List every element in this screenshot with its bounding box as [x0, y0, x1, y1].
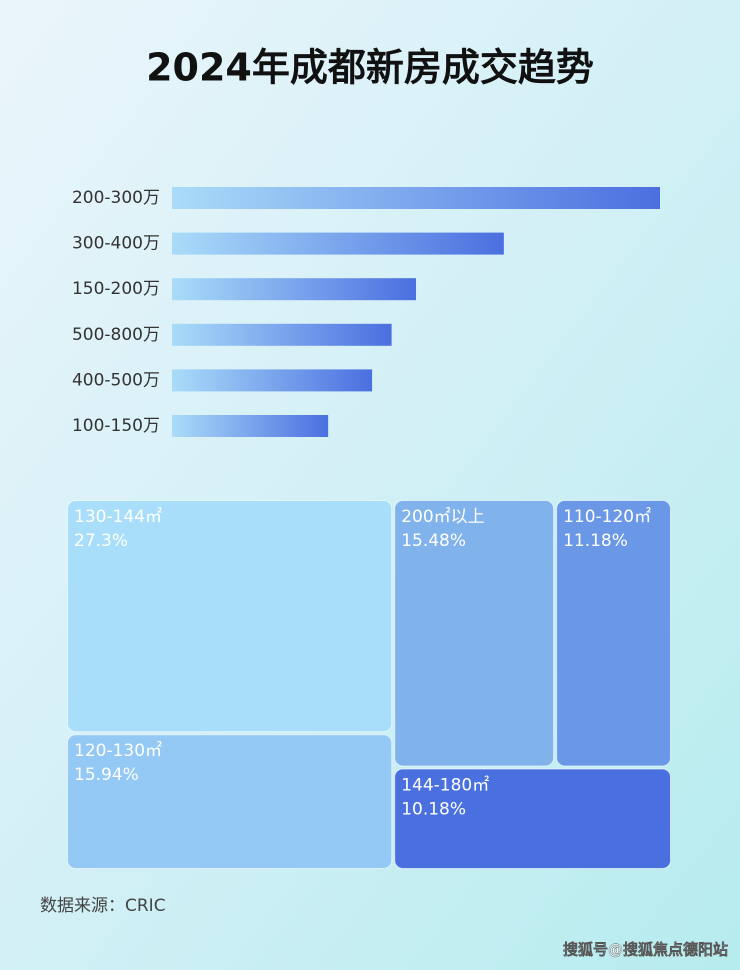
page-title: 2024年成都新房成交趋势 — [146, 46, 594, 90]
bar-label: 150-200万 — [72, 279, 160, 299]
cell-value: 15.94% — [74, 765, 139, 785]
cell-value: 11.18% — [563, 531, 628, 551]
bar — [172, 415, 329, 437]
cell-label: 130-144㎡ — [74, 507, 162, 527]
cell-label: 110-120㎡ — [563, 507, 651, 527]
bar-label: 100-150万 — [72, 416, 160, 436]
bar — [172, 232, 504, 255]
cell-value: 15.48% — [401, 531, 466, 551]
bar — [172, 323, 392, 346]
source: 数据来源：CRIC — [40, 896, 166, 916]
cell-value: 27.3% — [74, 531, 128, 551]
treemap-cell — [67, 500, 393, 733]
bar — [172, 187, 660, 209]
cell-label: 200㎡以上 — [401, 507, 484, 527]
treemap-cell — [394, 768, 671, 870]
treemap-cell — [556, 500, 672, 767]
bar — [172, 278, 416, 301]
bar-label: 200-300万 — [72, 188, 160, 208]
cell-value: 10.18% — [401, 799, 466, 819]
bar — [172, 369, 373, 392]
cell-label: 120-130㎡ — [74, 741, 162, 761]
bar-label: 300-400万 — [72, 234, 160, 254]
cell-label: 144-180㎡ — [401, 775, 489, 795]
treemap-cell — [394, 500, 555, 767]
bar-label: 400-500万 — [72, 370, 160, 390]
bar-label: 500-800万 — [72, 325, 160, 345]
treemap-cell — [67, 734, 393, 869]
watermark: 搜狐号@搜狐焦点德阳站 — [563, 941, 728, 959]
